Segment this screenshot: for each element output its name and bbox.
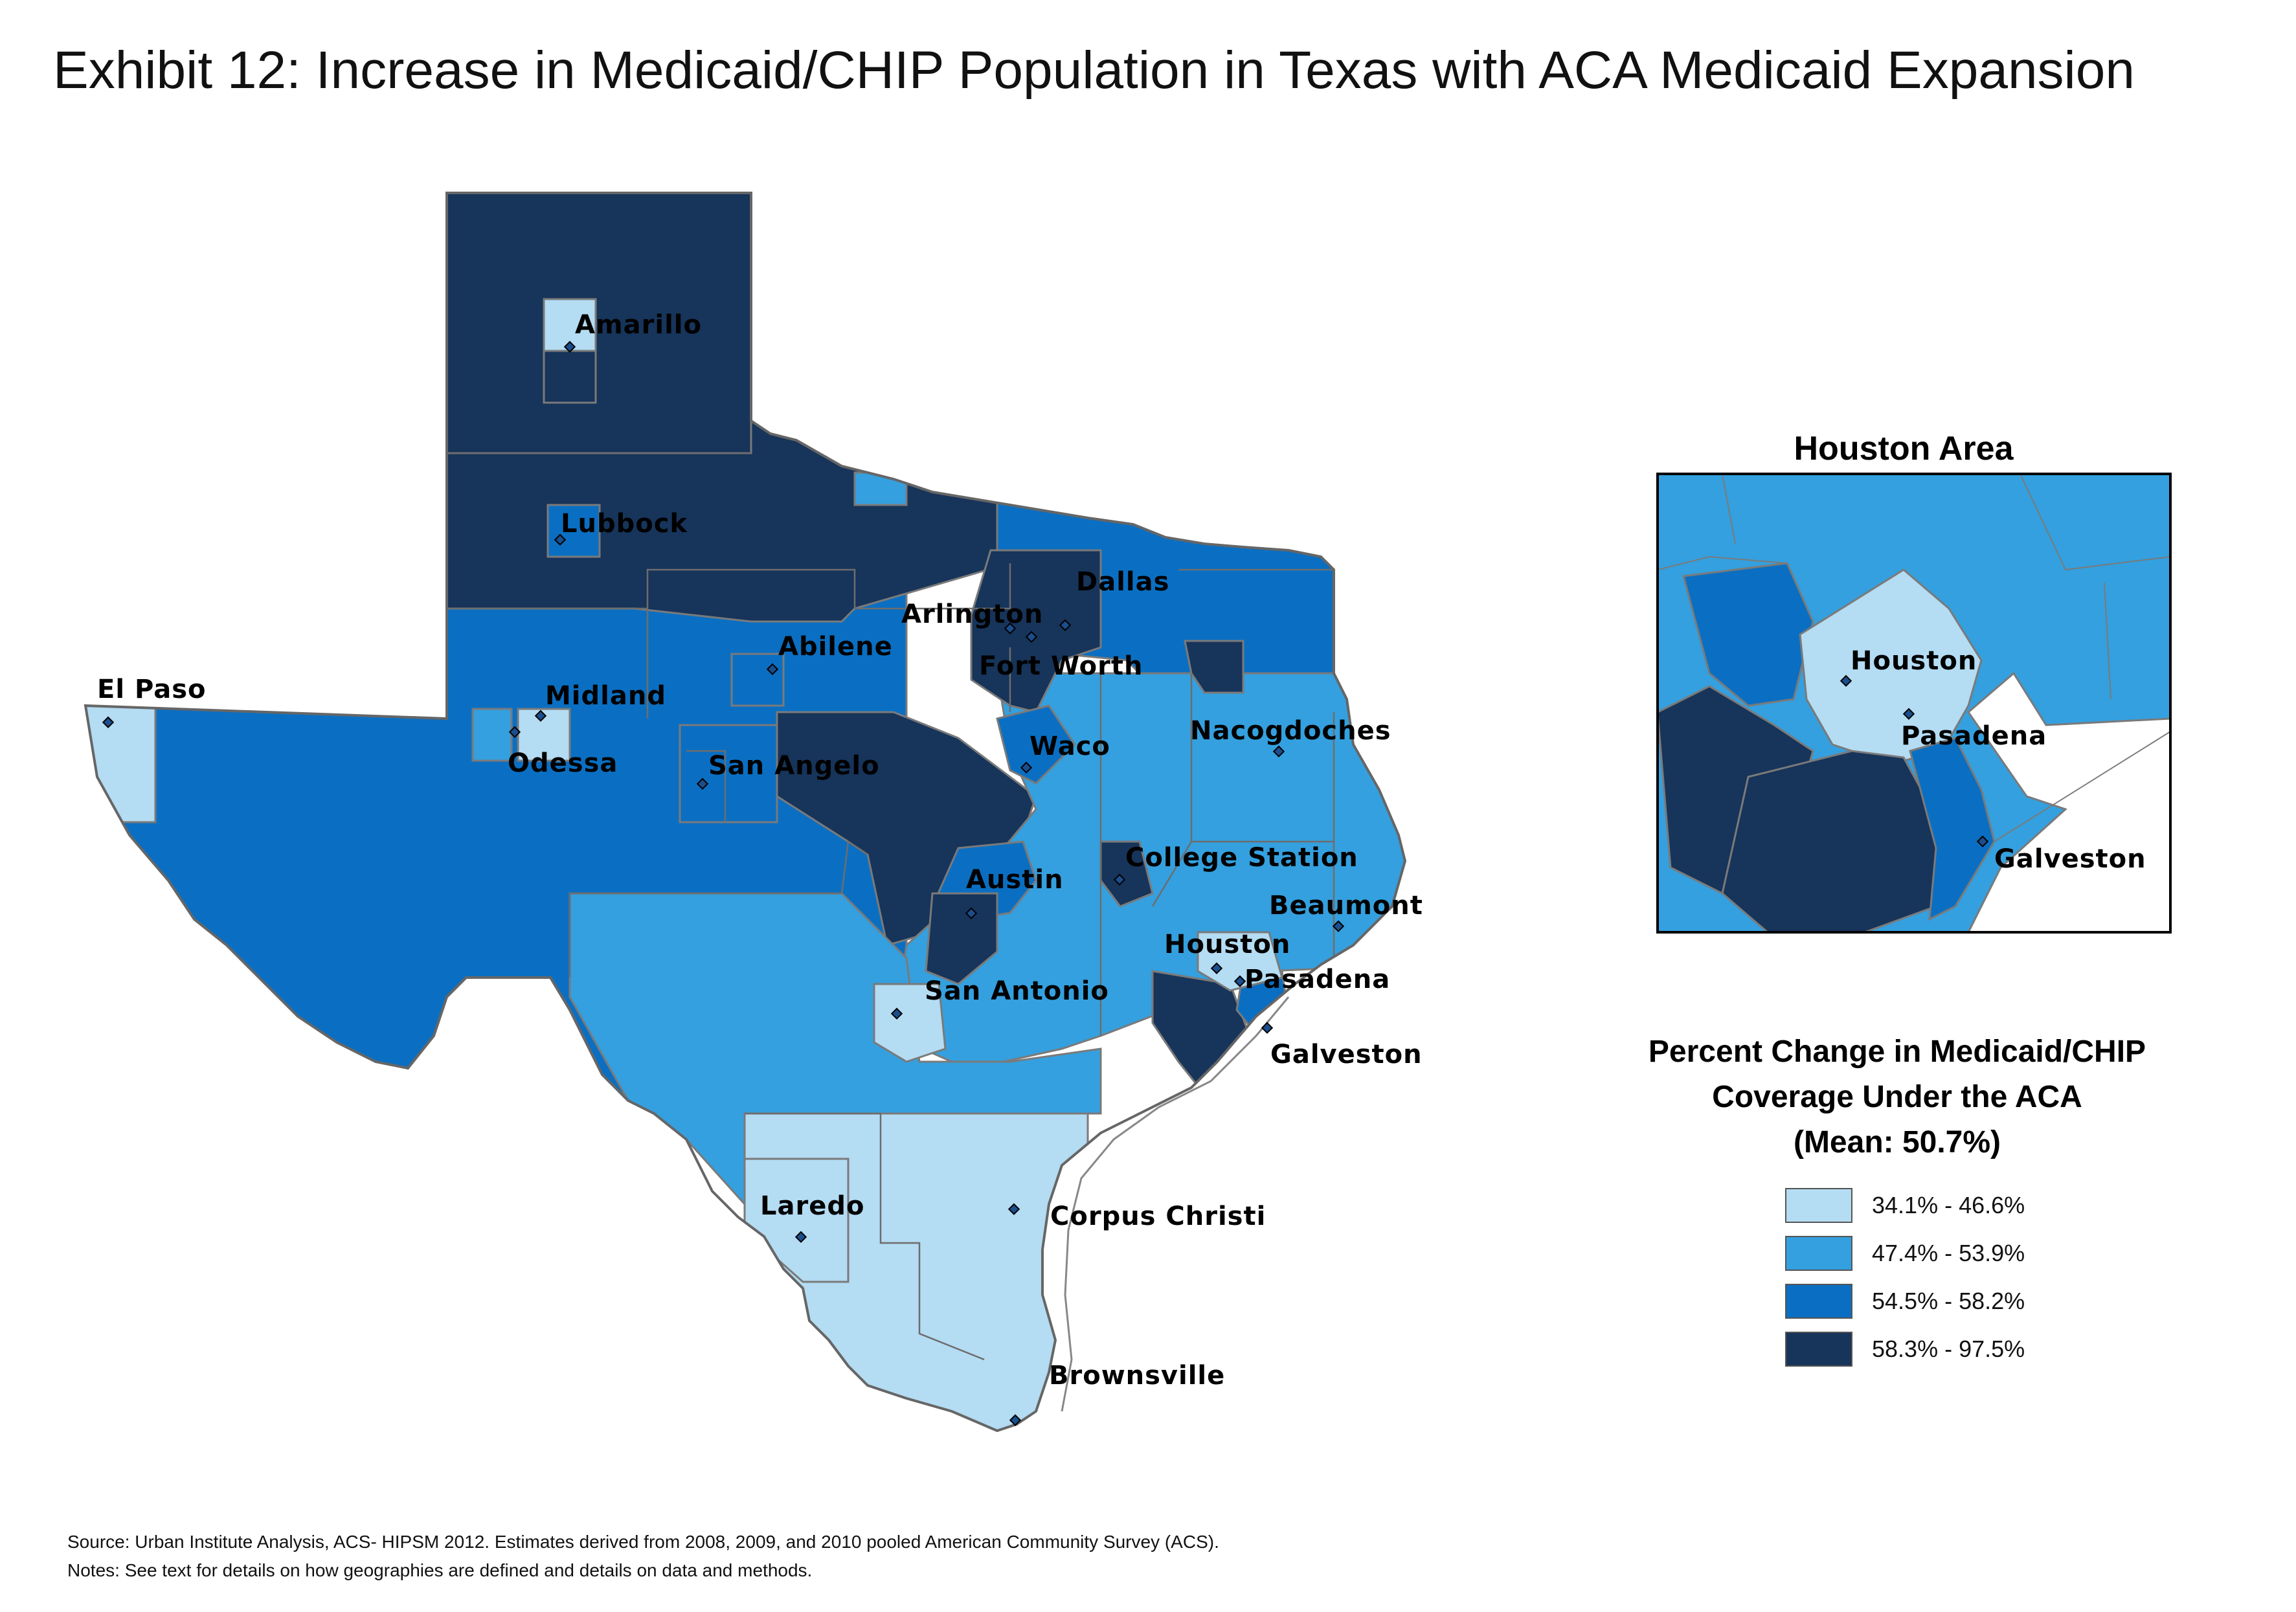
inset-label-galveston: Galveston	[1994, 844, 2146, 874]
methods-note: Notes: See text for details on how geogr…	[67, 1560, 813, 1580]
label-nacogdoches: Nacogdoches	[1190, 716, 1391, 746]
marker-galveston	[1261, 1022, 1274, 1034]
label-lubbock: Lubbock	[561, 509, 688, 539]
source-note: Source: Urban Institute Analysis, ACS- H…	[67, 1532, 1219, 1552]
inset-title: Houston Area	[1794, 430, 2014, 467]
texas-outline	[84, 192, 1407, 1433]
legend-swatch	[1785, 1188, 1852, 1223]
marker-abilene	[766, 663, 779, 675]
marker-waco	[1020, 761, 1033, 774]
label-el-paso: El Paso	[97, 675, 206, 704]
inset-region-houston-core	[1799, 568, 1983, 765]
marker-houston	[1210, 962, 1223, 974]
region-san-angelo	[679, 724, 778, 823]
marker-beaumont	[1332, 920, 1345, 932]
marker-midland	[534, 710, 547, 722]
region-wichita	[853, 471, 908, 506]
region-san-antonio	[873, 983, 947, 1063]
marker-lubbock	[554, 533, 567, 546]
footnotes: Source: Urban Institute Analysis, ACS- H…	[67, 1528, 1219, 1585]
region-borders	[447, 452, 1335, 1361]
inset-region-bay	[1966, 671, 2170, 932]
legend-title: Percent Change in Medicaid/CHIP Coverage…	[1606, 1029, 2189, 1165]
inset-frame	[1656, 473, 2172, 934]
region-waco	[996, 704, 1076, 785]
region-houston-core	[1197, 931, 1283, 992]
marker-arlington	[1025, 631, 1038, 643]
label-san-angelo: San Angelo	[708, 751, 880, 781]
region-tyler	[1184, 640, 1244, 694]
region-amarillo-south	[543, 350, 597, 404]
legend-item: 54.5% - 58.2%	[1785, 1283, 2025, 1319]
legend-item: 34.1% - 46.6%	[1785, 1187, 2025, 1224]
marker-amarillo	[563, 341, 576, 353]
legend-title-line1: Percent Change in Medicaid/CHIP	[1648, 1035, 2146, 1069]
region-far-west-tip	[85, 691, 157, 823]
label-dallas: Dallas	[1076, 567, 1169, 597]
legend-item: 47.4% - 53.9%	[1785, 1235, 2025, 1271]
marker-nacogdoches	[1272, 745, 1285, 757]
inset-marker-houston	[1840, 675, 1852, 687]
label-san-antonio: San Antonio	[925, 976, 1109, 1006]
marker-austin	[965, 907, 978, 919]
inset-label-pasadena: Pasadena	[1901, 721, 2047, 751]
legend-label: 47.4% - 53.9%	[1872, 1240, 2025, 1266]
legend-label: 58.3% - 97.5%	[1872, 1336, 2025, 1362]
legend-swatch	[1785, 1236, 1852, 1271]
label-pasadena: Pasadena	[1244, 965, 1390, 994]
region-lubbock	[546, 504, 601, 558]
label-waco: Waco	[1030, 732, 1110, 761]
marker-dallas	[1059, 619, 1072, 631]
label-beaumont: Beaumont	[1269, 891, 1423, 921]
coast-islands	[1061, 996, 1290, 1412]
label-odessa: Odessa	[508, 748, 618, 778]
label-arlington: Arlington	[901, 599, 1043, 629]
label-midland: Midland	[545, 681, 666, 711]
label-galveston: Galveston	[1270, 1040, 1423, 1069]
label-brownsville: Brownsville	[1049, 1361, 1225, 1391]
marker-college-station	[1113, 873, 1126, 886]
inset-marker-pasadena	[1902, 708, 1915, 720]
region-abilene-area	[730, 653, 785, 707]
marker-san-antonio	[890, 1007, 903, 1020]
city-markers	[102, 341, 1345, 1426]
marker-odessa	[508, 726, 521, 738]
legend-swatch	[1785, 1332, 1852, 1367]
texas-regions	[85, 193, 1405, 1431]
label-abilene: Abilene	[778, 632, 893, 662]
marker-laredo	[794, 1231, 807, 1243]
marker-brownsville	[1009, 1414, 1022, 1426]
legend-item: 58.3% - 97.5%	[1785, 1331, 2025, 1367]
inset-label-houston: Houston	[1851, 646, 1977, 676]
legend-label: 54.5% - 58.2%	[1872, 1288, 2025, 1314]
inset-borders	[1658, 474, 2170, 842]
houston-inset: Houston Area Houston Pasadena Galveston	[1656, 430, 2172, 934]
region-austin-south	[925, 892, 998, 985]
marker-san-angelo	[696, 778, 709, 790]
marker-fort-worth	[1004, 622, 1017, 634]
label-college-station: College Station	[1125, 843, 1358, 873]
region-midland	[471, 708, 513, 762]
region-odessa	[517, 708, 571, 762]
marker-pasadena	[1233, 975, 1246, 987]
inset-region-fort-bend-brazoria	[1721, 750, 1944, 932]
label-amarillo: Amarillo	[575, 310, 702, 340]
legend-label: 34.1% - 46.6%	[1872, 1192, 2025, 1218]
city-labels: Amarillo Lubbock Dallas Arlington Abilen…	[97, 310, 1423, 1391]
label-corpus-christi: Corpus Christi	[1050, 1202, 1266, 1231]
inset-marker-galveston	[1976, 835, 1989, 847]
legend-title-line2: Coverage Under the ACA	[1712, 1080, 2082, 1114]
marker-el-paso	[102, 716, 115, 728]
label-fort-worth: Fort Worth	[979, 651, 1143, 681]
label-houston: Houston	[1164, 930, 1290, 959]
legend-swatch	[1785, 1284, 1852, 1319]
exhibit-title: Exhibit 12: Increase in Medicaid/CHIP Po…	[53, 41, 2135, 100]
label-austin: Austin	[966, 865, 1064, 895]
marker-corpus-christi	[1007, 1203, 1020, 1215]
label-laredo: Laredo	[760, 1191, 864, 1221]
legend-title-line3: (Mean: 50.7%)	[1793, 1125, 2001, 1159]
inset-region-galveston	[1909, 737, 1996, 921]
